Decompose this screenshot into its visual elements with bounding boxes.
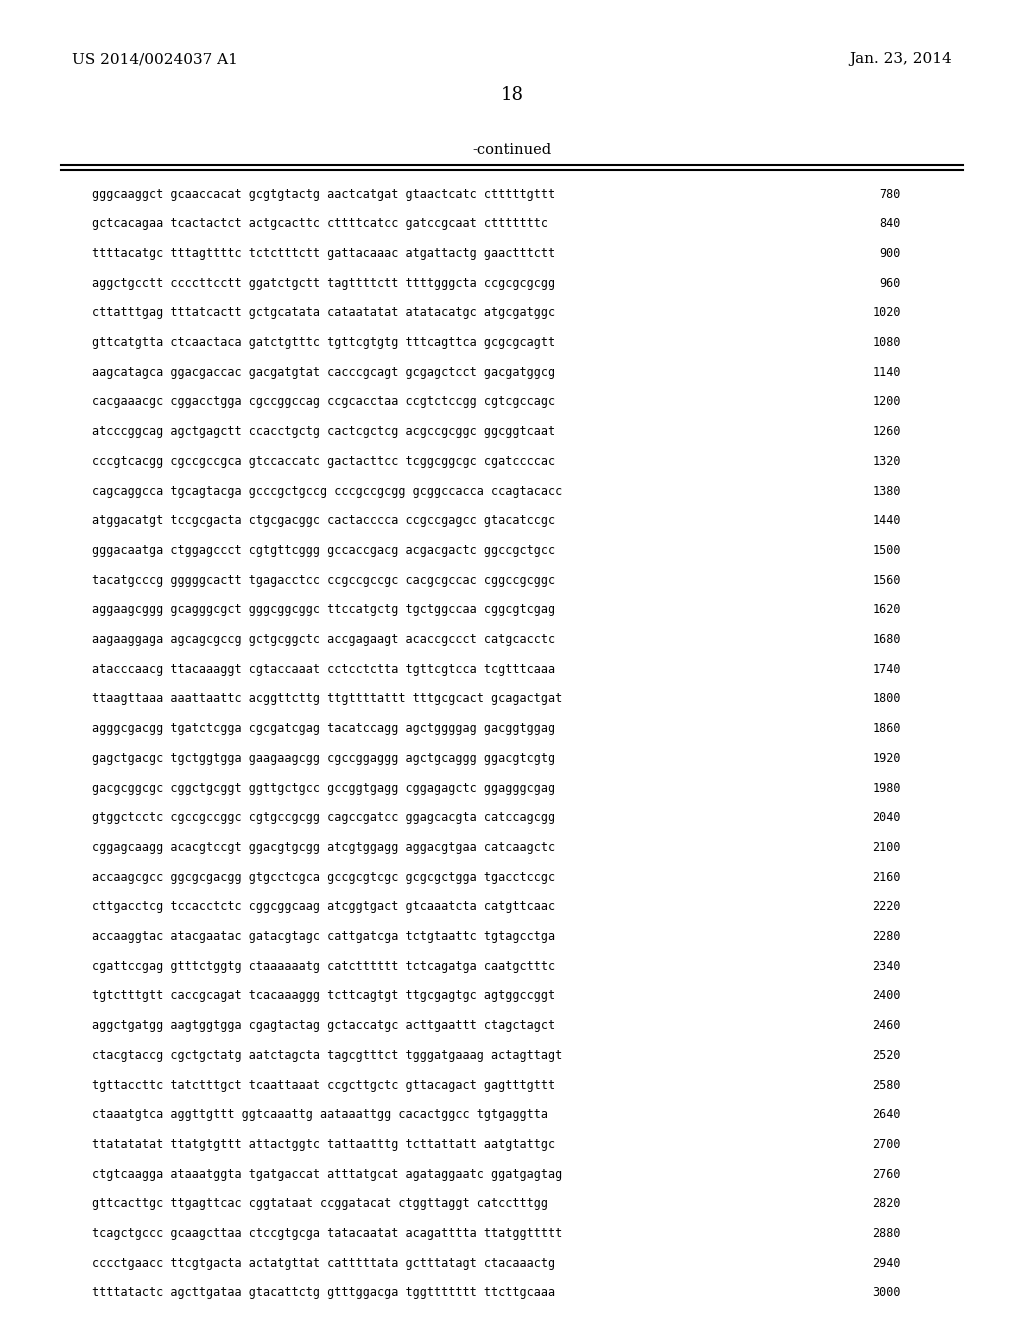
Text: 1500: 1500 [872, 544, 901, 557]
Text: 3000: 3000 [872, 1287, 901, 1299]
Text: accaagcgcc ggcgcgacgg gtgcctcgca gccgcgtcgc gcgcgctgga tgacctccgc: accaagcgcc ggcgcgacgg gtgcctcgca gccgcgt… [92, 871, 555, 883]
Text: cttgacctcg tccacctctc cggcggcaag atcggtgact gtcaaatcta catgttcaac: cttgacctcg tccacctctc cggcggcaag atcggtg… [92, 900, 555, 913]
Text: 1800: 1800 [872, 693, 901, 705]
Text: atcccggcag agctgagctt ccacctgctg cactcgctcg acgccgcggc ggcggtcaat: atcccggcag agctgagctt ccacctgctg cactcgc… [92, 425, 555, 438]
Text: 1380: 1380 [872, 484, 901, 498]
Text: agggcgacgg tgatctcgga cgcgatcgag tacatccagg agctggggag gacggtggag: agggcgacgg tgatctcgga cgcgatcgag tacatcc… [92, 722, 555, 735]
Text: 2340: 2340 [872, 960, 901, 973]
Text: 1140: 1140 [872, 366, 901, 379]
Text: gggcaaggct gcaaccacat gcgtgtactg aactcatgat gtaactcatc ctttttgttt: gggcaaggct gcaaccacat gcgtgtactg aactcat… [92, 187, 555, 201]
Text: 2820: 2820 [872, 1197, 901, 1210]
Text: aagaaggaga agcagcgccg gctgcggctc accgagaagt acaccgccct catgcacctc: aagaaggaga agcagcgccg gctgcggctc accgaga… [92, 634, 555, 645]
Text: ttttacatgc tttagttttc tctctttctt gattacaaac atgattactg gaactttctt: ttttacatgc tttagttttc tctctttctt gattaca… [92, 247, 555, 260]
Text: 1740: 1740 [872, 663, 901, 676]
Text: 1200: 1200 [872, 396, 901, 408]
Text: tgttaccttc tatctttgct tcaattaaat ccgcttgctc gttacagact gagtttgttt: tgttaccttc tatctttgct tcaattaaat ccgcttg… [92, 1078, 555, 1092]
Text: ctgtcaagga ataaatggta tgatgaccat atttatgcat agataggaatc ggatgagtag: ctgtcaagga ataaatggta tgatgaccat atttatg… [92, 1168, 562, 1180]
Text: 1020: 1020 [872, 306, 901, 319]
Text: cccgtcacgg cgccgccgca gtccaccatc gactacttcc tcggcggcgc cgatccccac: cccgtcacgg cgccgccgca gtccaccatc gactact… [92, 455, 555, 467]
Text: cggagcaagg acacgtccgt ggacgtgcgg atcgtggagg aggacgtgaa catcaagctc: cggagcaagg acacgtccgt ggacgtgcgg atcgtgg… [92, 841, 555, 854]
Text: cccctgaacc ttcgtgacta actatgttat catttttata gctttatagt ctacaaactg: cccctgaacc ttcgtgacta actatgttat cattttt… [92, 1257, 555, 1270]
Text: 2640: 2640 [872, 1109, 901, 1121]
Text: gagctgacgc tgctggtgga gaagaagcgg cgccggaggg agctgcaggg ggacgtcgtg: gagctgacgc tgctggtgga gaagaagcgg cgccgga… [92, 752, 555, 764]
Text: gttcatgtta ctcaactaca gatctgtttc tgttcgtgtg tttcagttca gcgcgcagtt: gttcatgtta ctcaactaca gatctgtttc tgttcgt… [92, 337, 555, 348]
Text: 1860: 1860 [872, 722, 901, 735]
Text: ttttatactc agcttgataa gtacattctg gtttggacga tggttttttt ttcttgcaaa: ttttatactc agcttgataa gtacattctg gtttgga… [92, 1287, 555, 1299]
Text: 2280: 2280 [872, 931, 901, 942]
Text: gctcacagaa tcactactct actgcacttc cttttcatcc gatccgcaat ctttttttc: gctcacagaa tcactactct actgcacttc cttttca… [92, 218, 548, 230]
Text: cgattccgag gtttctggtg ctaaaaaatg catctttttt tctcagatga caatgctttc: cgattccgag gtttctggtg ctaaaaaatg catcttt… [92, 960, 555, 973]
Text: 2220: 2220 [872, 900, 901, 913]
Text: cacgaaacgc cggacctgga cgccggccag ccgcacctaa ccgtctccgg cgtcgccagc: cacgaaacgc cggacctgga cgccggccag ccgcacc… [92, 396, 555, 408]
Text: 1260: 1260 [872, 425, 901, 438]
Text: 2100: 2100 [872, 841, 901, 854]
Text: 900: 900 [880, 247, 901, 260]
Text: cagcaggcca tgcagtacga gcccgctgccg cccgccgcgg gcggccacca ccagtacacc: cagcaggcca tgcagtacga gcccgctgccg cccgcc… [92, 484, 562, 498]
Text: atacccaacg ttacaaaggt cgtaccaaat cctcctctta tgttcgtcca tcgtttcaaa: atacccaacg ttacaaaggt cgtaccaaat cctcctc… [92, 663, 555, 676]
Text: -continued: -continued [472, 144, 552, 157]
Text: aggaagcggg gcagggcgct gggcggcggc ttccatgctg tgctggccaa cggcgtcgag: aggaagcggg gcagggcgct gggcggcggc ttccatg… [92, 603, 555, 616]
Text: 2700: 2700 [872, 1138, 901, 1151]
Text: ctacgtaccg cgctgctatg aatctagcta tagcgtttct tgggatgaaag actagttagt: ctacgtaccg cgctgctatg aatctagcta tagcgtt… [92, 1049, 562, 1061]
Text: 2160: 2160 [872, 871, 901, 883]
Text: ttaagttaaa aaattaattc acggttcttg ttgttttattt tttgcgcact gcagactgat: ttaagttaaa aaattaattc acggttcttg ttgtttt… [92, 693, 562, 705]
Text: gggacaatga ctggagccct cgtgttcggg gccaccgacg acgacgactc ggccgctgcc: gggacaatga ctggagccct cgtgttcggg gccaccg… [92, 544, 555, 557]
Text: atggacatgt tccgcgacta ctgcgacggc cactacccca ccgccgagcc gtacatccgc: atggacatgt tccgcgacta ctgcgacggc cactacc… [92, 515, 555, 527]
Text: ctaaatgtca aggttgttt ggtcaaattg aataaattgg cacactggcc tgtgaggtta: ctaaatgtca aggttgttt ggtcaaattg aataaatt… [92, 1109, 548, 1121]
Text: gttcacttgc ttgagttcac cggtataat ccggatacat ctggttaggt catcctttgg: gttcacttgc ttgagttcac cggtataat ccggatac… [92, 1197, 548, 1210]
Text: US 2014/0024037 A1: US 2014/0024037 A1 [72, 53, 238, 66]
Text: 840: 840 [880, 218, 901, 230]
Text: 1440: 1440 [872, 515, 901, 527]
Text: 1680: 1680 [872, 634, 901, 645]
Text: tcagctgccc gcaagcttaa ctccgtgcga tatacaatat acagatttta ttatggttttt: tcagctgccc gcaagcttaa ctccgtgcga tatacaa… [92, 1228, 562, 1239]
Text: 2040: 2040 [872, 812, 901, 824]
Text: aagcatagca ggacgaccac gacgatgtat cacccgcagt gcgagctcct gacgatggcg: aagcatagca ggacgaccac gacgatgtat cacccgc… [92, 366, 555, 379]
Text: Jan. 23, 2014: Jan. 23, 2014 [850, 53, 952, 66]
Text: 2940: 2940 [872, 1257, 901, 1270]
Text: 1980: 1980 [872, 781, 901, 795]
Text: 2520: 2520 [872, 1049, 901, 1061]
Text: tacatgcccg gggggcactt tgagacctcc ccgccgccgc cacgcgccac cggccgcggc: tacatgcccg gggggcactt tgagacctcc ccgccgc… [92, 574, 555, 586]
Text: aggctgcctt ccccttcctt ggatctgctt tagttttctt ttttgggcta ccgcgcgcgg: aggctgcctt ccccttcctt ggatctgctt tagtttt… [92, 277, 555, 289]
Text: gacgcggcgc cggctgcggt ggttgctgcc gccggtgagg cggagagctc ggagggcgag: gacgcggcgc cggctgcggt ggttgctgcc gccggtg… [92, 781, 555, 795]
Text: 2880: 2880 [872, 1228, 901, 1239]
Text: 780: 780 [880, 187, 901, 201]
Text: 960: 960 [880, 277, 901, 289]
Text: 1320: 1320 [872, 455, 901, 467]
Text: 2580: 2580 [872, 1078, 901, 1092]
Text: 18: 18 [501, 86, 523, 104]
Text: tgtctttgtt caccgcagat tcacaaaggg tcttcagtgt ttgcgagtgc agtggccggt: tgtctttgtt caccgcagat tcacaaaggg tcttcag… [92, 990, 555, 1002]
Text: 1560: 1560 [872, 574, 901, 586]
Text: gtggctcctc cgccgccggc cgtgccgcgg cagccgatcc ggagcacgta catccagcgg: gtggctcctc cgccgccggc cgtgccgcgg cagccga… [92, 812, 555, 824]
Text: 1620: 1620 [872, 603, 901, 616]
Text: 2460: 2460 [872, 1019, 901, 1032]
Text: cttatttgag tttatcactt gctgcatata cataatatat atatacatgc atgcgatggc: cttatttgag tttatcactt gctgcatata cataata… [92, 306, 555, 319]
Text: aggctgatgg aagtggtgga cgagtactag gctaccatgc acttgaattt ctagctagct: aggctgatgg aagtggtgga cgagtactag gctacca… [92, 1019, 555, 1032]
Text: 2400: 2400 [872, 990, 901, 1002]
Text: 2760: 2760 [872, 1168, 901, 1180]
Text: 1080: 1080 [872, 337, 901, 348]
Text: accaaggtac atacgaatac gatacgtagc cattgatcga tctgtaattc tgtagcctga: accaaggtac atacgaatac gatacgtagc cattgat… [92, 931, 555, 942]
Text: ttatatatat ttatgtgttt attactggtc tattaatttg tcttattatt aatgtattgc: ttatatatat ttatgtgttt attactggtc tattaat… [92, 1138, 555, 1151]
Text: 1920: 1920 [872, 752, 901, 764]
